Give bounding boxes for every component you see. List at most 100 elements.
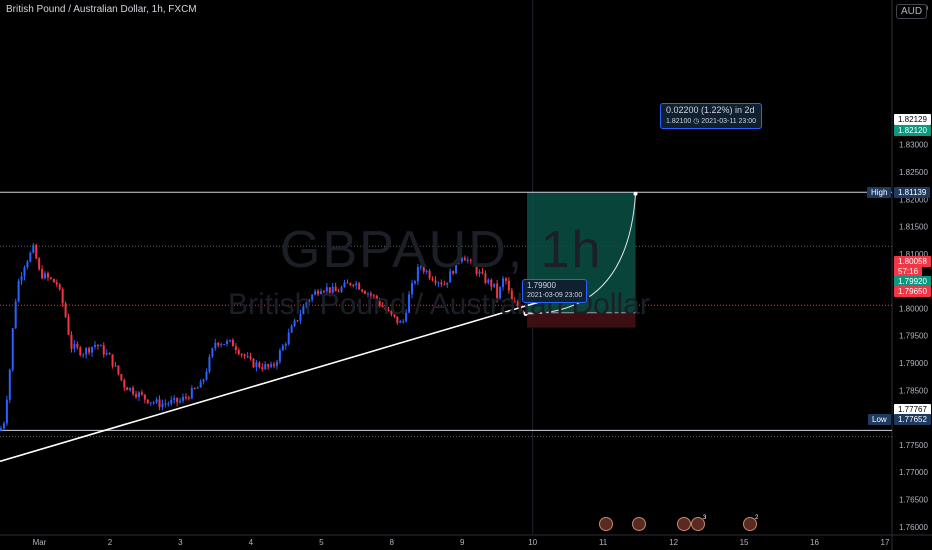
- candle-body: [499, 287, 502, 299]
- candle-body: [469, 259, 472, 261]
- candle-body: [208, 356, 211, 372]
- candle-body: [23, 267, 26, 277]
- hline-bottom-tag[interactable]: 1.77767: [894, 404, 931, 415]
- candle-body: [325, 287, 328, 292]
- candle-body: [105, 353, 108, 355]
- candle-body: [293, 320, 296, 327]
- candle-body: [408, 294, 411, 313]
- candle-body: [187, 397, 190, 399]
- candle-body: [402, 321, 405, 323]
- candle-body: [117, 365, 120, 375]
- candle-body: [358, 283, 361, 290]
- candle-body: [205, 371, 208, 380]
- candle-body: [243, 354, 246, 357]
- candle-body: [328, 287, 331, 293]
- candle-body: [334, 286, 337, 292]
- candle-body: [190, 388, 193, 399]
- candle-body: [287, 332, 290, 344]
- candle-body: [20, 276, 23, 281]
- countdown-tag: 57:16: [894, 266, 923, 277]
- candle-body: [29, 252, 32, 262]
- x-tick-label: 16: [810, 538, 819, 547]
- x-tick-label: 2: [108, 538, 113, 547]
- x-tick-label: 12: [669, 538, 678, 547]
- target-price-tag: 1.82120: [894, 125, 931, 136]
- candle-body: [355, 283, 358, 286]
- candle-body: [484, 273, 487, 283]
- candle-body: [405, 312, 408, 322]
- candle-body: [369, 293, 372, 296]
- y-tick-label: 1.76500: [899, 496, 928, 505]
- candle-body: [372, 295, 375, 297]
- candle-body: [472, 259, 475, 266]
- candle-body: [460, 257, 463, 262]
- candle-body: [455, 260, 458, 274]
- economic-event-icon[interactable]: [691, 517, 705, 531]
- curve-end-handle[interactable]: [633, 191, 638, 196]
- x-tick-label: 5: [319, 538, 324, 547]
- entry-tooltip-line1: 1.79900: [527, 281, 556, 290]
- curve-start-handle[interactable]: [523, 311, 528, 316]
- candle-body: [299, 314, 302, 321]
- high-label-tag: High: [867, 187, 892, 198]
- economic-event-icon[interactable]: [677, 517, 691, 531]
- x-tick-label: 17: [881, 538, 890, 547]
- candle-body: [129, 387, 132, 391]
- candle-body: [176, 397, 179, 403]
- candle-body: [463, 257, 466, 261]
- candle-body: [85, 348, 88, 355]
- candle-body: [314, 291, 317, 295]
- y-tick-label: 1.77000: [899, 468, 928, 477]
- hline-top-tag[interactable]: 1.82129: [894, 114, 931, 125]
- low-price-tag: 1.77652: [894, 414, 931, 425]
- x-tick-label: 10: [528, 538, 537, 547]
- stop-price-tag: 1.79650: [894, 286, 931, 297]
- candle-body: [114, 365, 117, 367]
- candle-body: [446, 282, 449, 285]
- entry-tooltip: 1.79900 2021-03-09 23:00: [522, 279, 588, 303]
- target-tooltip-line2: 1.82100 ◷ 2021-03-11 23:00: [666, 118, 757, 125]
- candle-body: [135, 394, 138, 397]
- candle-body: [38, 258, 41, 270]
- currency-selector[interactable]: AUD: [896, 4, 928, 19]
- candle-body: [431, 278, 434, 281]
- candle-body: [199, 381, 202, 388]
- candle-body: [504, 278, 507, 281]
- trendline[interactable]: [0, 288, 583, 463]
- candle-body: [96, 344, 99, 347]
- candle-body: [111, 354, 114, 367]
- candle-body: [123, 379, 126, 388]
- candle-body: [167, 403, 170, 405]
- candle-body: [378, 300, 381, 306]
- candle-body: [223, 343, 226, 345]
- candle-body: [343, 282, 346, 288]
- candle-body: [273, 364, 276, 366]
- projection-curve[interactable]: [525, 193, 637, 315]
- candle-body: [8, 369, 11, 400]
- economic-event-icon[interactable]: [632, 517, 646, 531]
- economic-event-icon[interactable]: [599, 517, 613, 531]
- candle-body: [32, 245, 35, 253]
- economic-event-icon[interactable]: [743, 517, 757, 531]
- loss-zone[interactable]: [527, 312, 636, 328]
- candle-body: [425, 270, 428, 272]
- x-tick-label: 11: [599, 538, 608, 547]
- candle-body: [308, 299, 311, 303]
- target-tooltip-line1: 0.02200 (1.22%) in 2d: [666, 105, 755, 115]
- candle-body: [284, 343, 287, 346]
- candle-body: [411, 283, 414, 295]
- candle-body: [2, 423, 5, 429]
- candle-body: [419, 266, 422, 268]
- candle-body: [41, 269, 44, 279]
- candle-body: [182, 397, 185, 401]
- y-tick-label: 1.79000: [899, 359, 928, 368]
- candle-body: [55, 282, 58, 285]
- candle-body: [387, 309, 390, 311]
- candle-body: [393, 314, 396, 317]
- candle-body: [214, 342, 217, 349]
- event-count-badge: 3: [703, 515, 707, 521]
- candle-body: [143, 394, 146, 400]
- candle-body: [416, 267, 419, 282]
- candle-body: [437, 282, 440, 284]
- candle-body: [496, 283, 499, 299]
